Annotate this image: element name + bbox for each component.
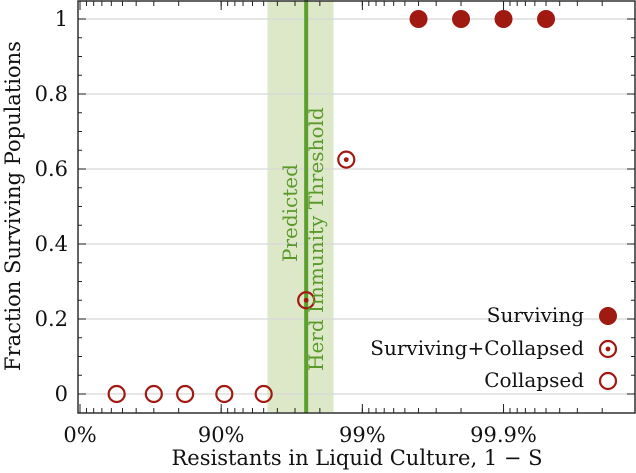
x-tick-labels: 0% 90% 99% 99.9% — [63, 423, 537, 447]
marker-dot — [343, 157, 349, 163]
marker-ring — [337, 150, 356, 169]
legend-markers — [598, 307, 618, 391]
y-tick-label: 0.8 — [35, 82, 68, 106]
data-point — [107, 384, 126, 404]
data-point — [144, 384, 163, 404]
threshold-band — [267, 1, 334, 412]
marker-ring — [598, 339, 618, 359]
legend-label-surviving: Surviving — [487, 303, 584, 327]
annotation-line-1: Predicted — [278, 164, 302, 262]
data-point — [409, 10, 428, 28]
data-points — [107, 10, 556, 404]
x-tick-label: 0% — [63, 423, 96, 447]
data-point — [176, 384, 195, 404]
data-point — [452, 10, 471, 28]
x-tick-label: 99.9% — [470, 423, 537, 447]
y-tick-label: 1 — [55, 7, 68, 31]
legend-label-surviving-collapsed: Surviving+Collapsed — [370, 336, 584, 360]
data-point — [254, 384, 273, 404]
legend-marker — [598, 339, 618, 359]
data-point — [494, 10, 513, 28]
y-tick-label: 0.6 — [35, 157, 68, 181]
x-tick-label: 99% — [339, 423, 386, 447]
marker-ring — [297, 291, 316, 310]
legend-marker — [598, 371, 618, 391]
legend-label-collapsed: Collapsed — [484, 368, 584, 392]
legend: Surviving Surviving+Collapsed Collapsed — [370, 303, 618, 392]
y-axis-title: Fraction Surviving Populations — [1, 41, 25, 371]
data-point — [337, 150, 356, 169]
marker-dot — [605, 346, 611, 352]
y-tick-label: 0 — [55, 382, 68, 406]
y-tick-label: 0.4 — [35, 232, 68, 256]
annotation-line-2: Herd Immunity Threshold — [304, 107, 328, 371]
marker-dot — [303, 297, 309, 303]
data-point — [297, 291, 316, 310]
x-tick-label: 90% — [198, 423, 245, 447]
y-tick-labels: 0 0.2 0.4 0.6 0.8 1 — [35, 7, 68, 406]
data-point — [215, 384, 234, 404]
x-axis-title: Resistants in Liquid Culture, 1 − S — [171, 446, 542, 470]
y-tick-label: 0.2 — [35, 307, 68, 331]
data-point — [537, 10, 556, 28]
axis-ticks — [78, 1, 635, 413]
legend-marker — [599, 307, 617, 325]
